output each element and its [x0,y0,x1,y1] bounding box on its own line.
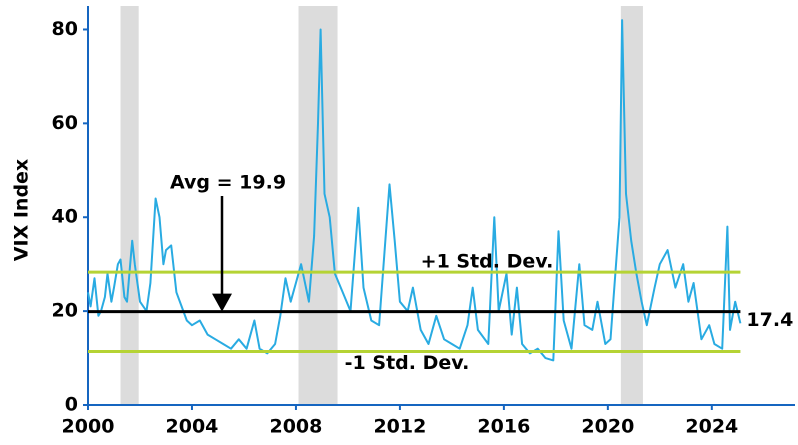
y-tick-label: 40 [52,206,78,228]
recession-shade [620,6,643,405]
x-tick-label: 2024 [685,416,738,438]
x-tick-label: 2004 [166,416,219,438]
x-tick-label: 2012 [373,416,426,438]
plus-std-label: +1 Std. Dev. [421,251,554,273]
y-tick-label: 60 [52,112,78,134]
recession-shade [120,6,139,405]
y-tick-label: 20 [52,300,78,322]
vix-line [87,19,742,362]
x-tick-label: 2016 [477,416,530,438]
y-tick-label: 80 [52,18,78,40]
x-tick-label: 2000 [62,416,115,438]
avg-arrowhead [212,293,232,312]
minus-std-label: -1 Std. Dev. [345,352,470,374]
end-label: 17.4 [746,309,793,331]
y-axis-label: VIX Index [11,159,33,261]
x-tick-label: 2008 [269,416,322,438]
recession-shade [298,6,338,405]
x-tick-label: 2020 [581,416,634,438]
avg-label: Avg = 19.9 [170,172,286,194]
y-tick-label: 0 [65,394,78,416]
